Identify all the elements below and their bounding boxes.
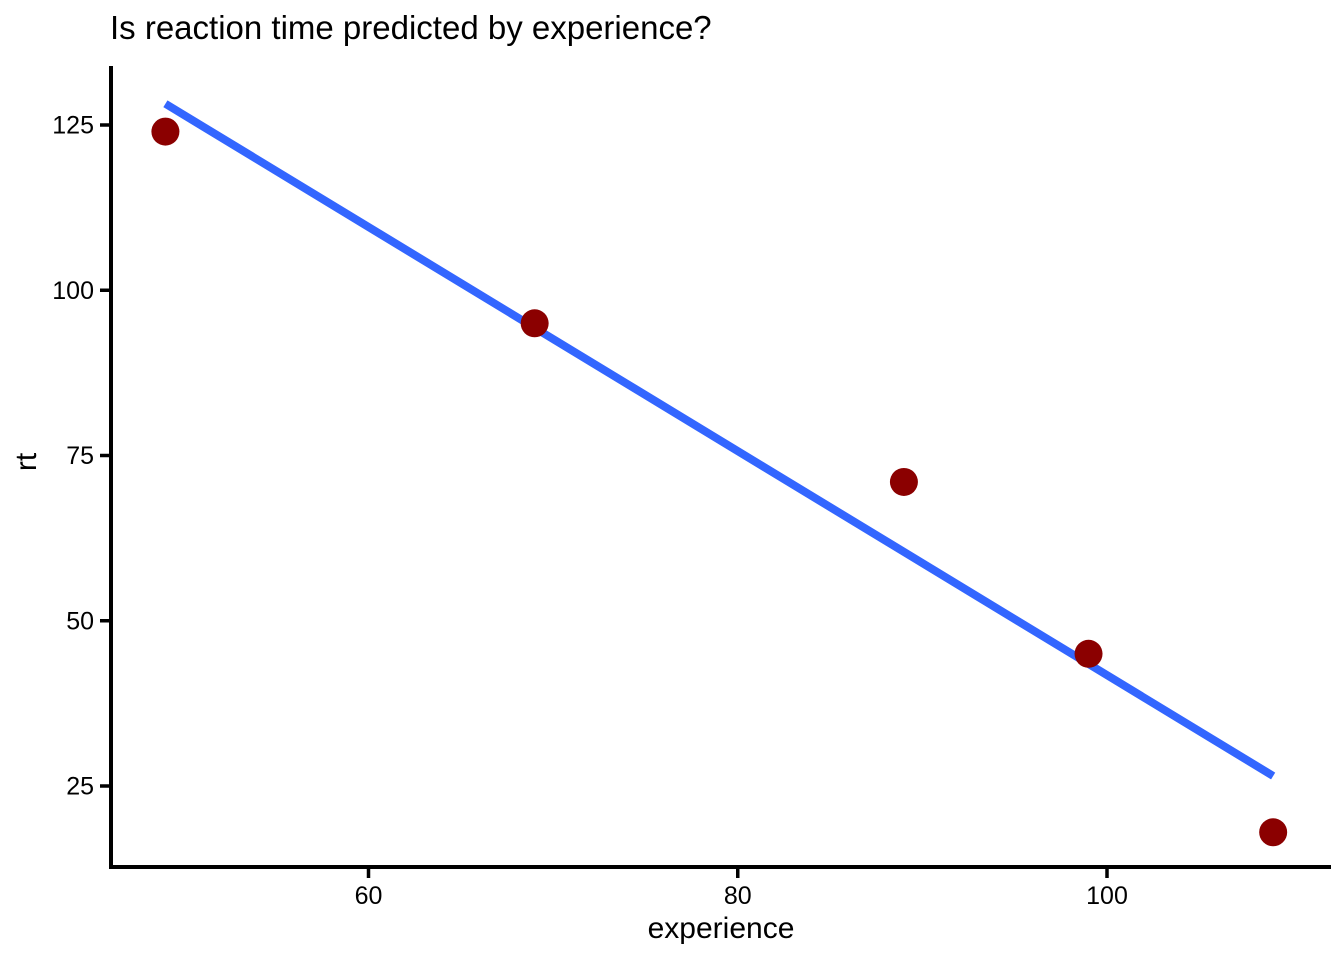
x-axis-ticks: 60 80 100 — [355, 869, 1128, 910]
y-tick-label: 75 — [66, 442, 94, 470]
y-tick-label: 50 — [66, 607, 94, 635]
y-tick-label: 100 — [52, 277, 94, 305]
regression-line-group — [163, 100, 1276, 780]
y-axis-title: rt — [10, 452, 43, 471]
chart-title: Is reaction time predicted by experience… — [110, 9, 712, 46]
data-point — [520, 309, 549, 338]
x-tick-label: 60 — [355, 882, 383, 910]
y-tick-label: 25 — [66, 773, 94, 801]
y-tick-label: 125 — [52, 112, 94, 140]
data-points-group — [151, 117, 1288, 847]
x-tick-label: 80 — [724, 882, 752, 910]
x-tick-label: 100 — [1086, 882, 1128, 910]
data-point — [889, 467, 918, 496]
regression-line — [163, 100, 1276, 780]
x-axis-title: experience — [648, 912, 795, 945]
y-axis-ticks: 25 50 75 100 125 — [52, 112, 109, 801]
data-point — [1259, 818, 1288, 847]
data-point — [1074, 639, 1103, 668]
data-point — [151, 117, 180, 146]
